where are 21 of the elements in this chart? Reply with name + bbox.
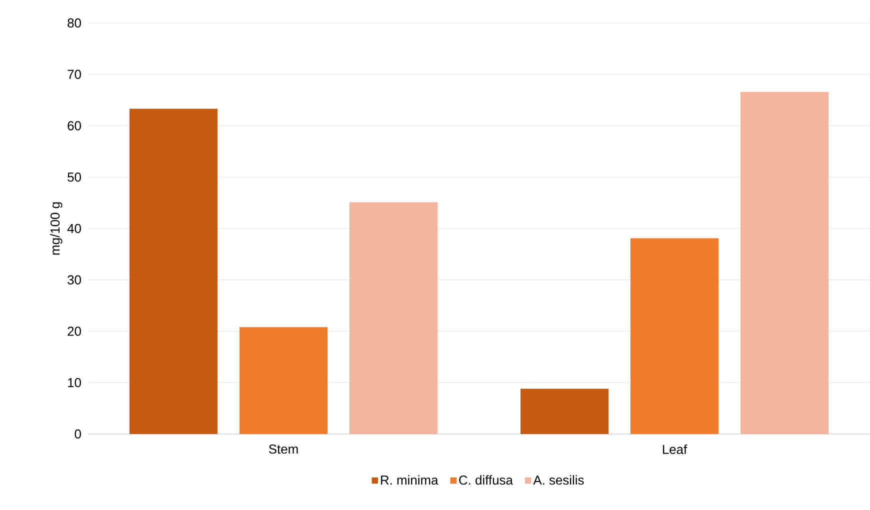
y-axis-title: mg/100 g	[50, 202, 62, 255]
bar	[240, 327, 328, 434]
bar	[630, 238, 719, 434]
y-tick-label: 20	[68, 326, 81, 336]
y-tick-label: 0	[74, 429, 81, 439]
legend-label: A. sesilis	[533, 475, 584, 485]
x-tick-label: Leaf	[662, 444, 688, 454]
y-tick-label: 80	[68, 18, 81, 28]
bar	[350, 202, 438, 434]
y-tick-label: 50	[68, 172, 81, 182]
y-tick-label: 40	[67, 224, 81, 234]
y-tick-label: 10	[68, 378, 81, 388]
y-tick-label: 30	[68, 275, 81, 284]
x-tick-label: Stem	[268, 444, 298, 454]
legend-label: C. diffusa	[459, 475, 513, 485]
bar	[520, 388, 609, 434]
y-tick-label: 70	[68, 70, 81, 79]
bar	[740, 92, 829, 434]
y-tick-label: 60	[68, 121, 81, 130]
bar	[130, 108, 218, 434]
legend-label: R. minima	[381, 475, 438, 485]
